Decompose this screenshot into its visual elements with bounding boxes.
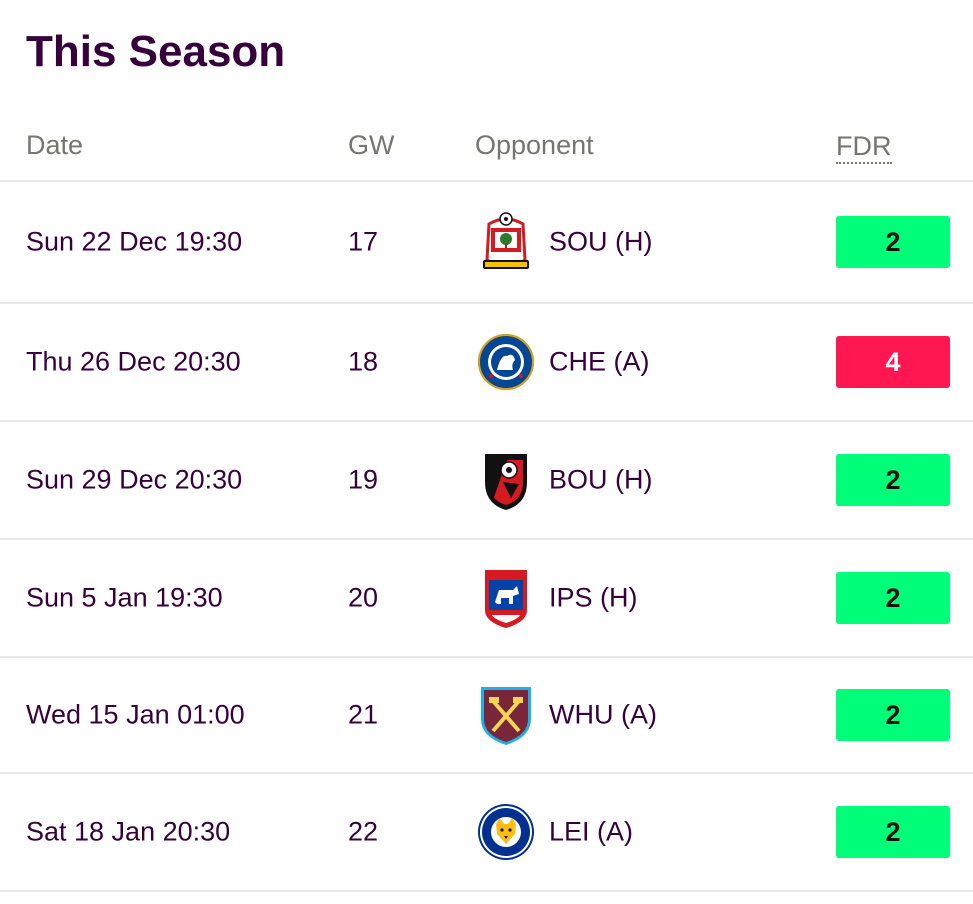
westham-badge-icon [477,683,535,747]
table-row: Sun 5 Jan 19:30 20 IPS (H) 2 [0,540,973,658]
fdr-badge: 2 [836,689,950,741]
fixture-date: Sat 18 Jan 20:30 [26,816,231,847]
fixture-date: Sun 22 Dec 19:30 [26,226,243,257]
fdr-badge: 2 [836,572,950,624]
fixture-gameweek: 20 [348,582,379,613]
fixture-opponent: CHE (A) [549,346,650,377]
column-header-fdr[interactable]: FDR [836,130,892,164]
ipswich-badge-icon [477,566,535,630]
table-row: Sun 22 Dec 19:30 17 SOU (H) 2 [0,182,973,304]
bournemouth-badge-icon [477,448,535,512]
fixture-opponent: BOU (H) [549,464,653,495]
fixture-gameweek: 18 [348,346,379,377]
column-header-opponent: Opponent [475,130,594,160]
southampton-badge-icon [477,210,535,274]
fixture-opponent: SOU (H) [549,226,653,257]
fixture-date: Sun 5 Jan 19:30 [26,582,223,613]
table-header: Date GW Opponent FDR [0,120,973,182]
fixture-gameweek: 21 [348,699,379,730]
fdr-badge: 2 [836,454,950,506]
column-header-gw: GW [348,130,395,160]
table-row: Thu 26 Dec 20:30 18 CHE (A) 4 [0,304,973,422]
fixture-opponent: WHU (A) [549,699,657,730]
fdr-badge: 4 [836,336,950,388]
chelsea-badge-icon [477,330,535,394]
fixture-opponent: LEI (A) [549,816,634,847]
table-row: Wed 15 Jan 01:00 21 WHU (A) 2 [0,658,973,774]
table-row: Sat 18 Jan 20:30 22 LEI (A) 2 [0,774,973,892]
fdr-badge: 2 [836,806,950,858]
fixture-gameweek: 22 [348,816,379,847]
fixture-gameweek: 17 [348,226,379,257]
table-row: Sun 29 Dec 20:30 19 BOU (H) 2 [0,422,973,540]
fixture-date: Thu 26 Dec 20:30 [26,346,241,377]
fixture-opponent: IPS (H) [549,582,638,613]
section-title: This Season [26,27,286,76]
leicester-badge-icon [477,800,535,864]
column-header-date: Date [26,130,84,160]
fixture-date: Sun 29 Dec 20:30 [26,464,243,495]
fdr-badge: 2 [836,216,950,268]
fixture-date: Wed 15 Jan 01:00 [26,699,245,730]
fixture-gameweek: 19 [348,464,379,495]
